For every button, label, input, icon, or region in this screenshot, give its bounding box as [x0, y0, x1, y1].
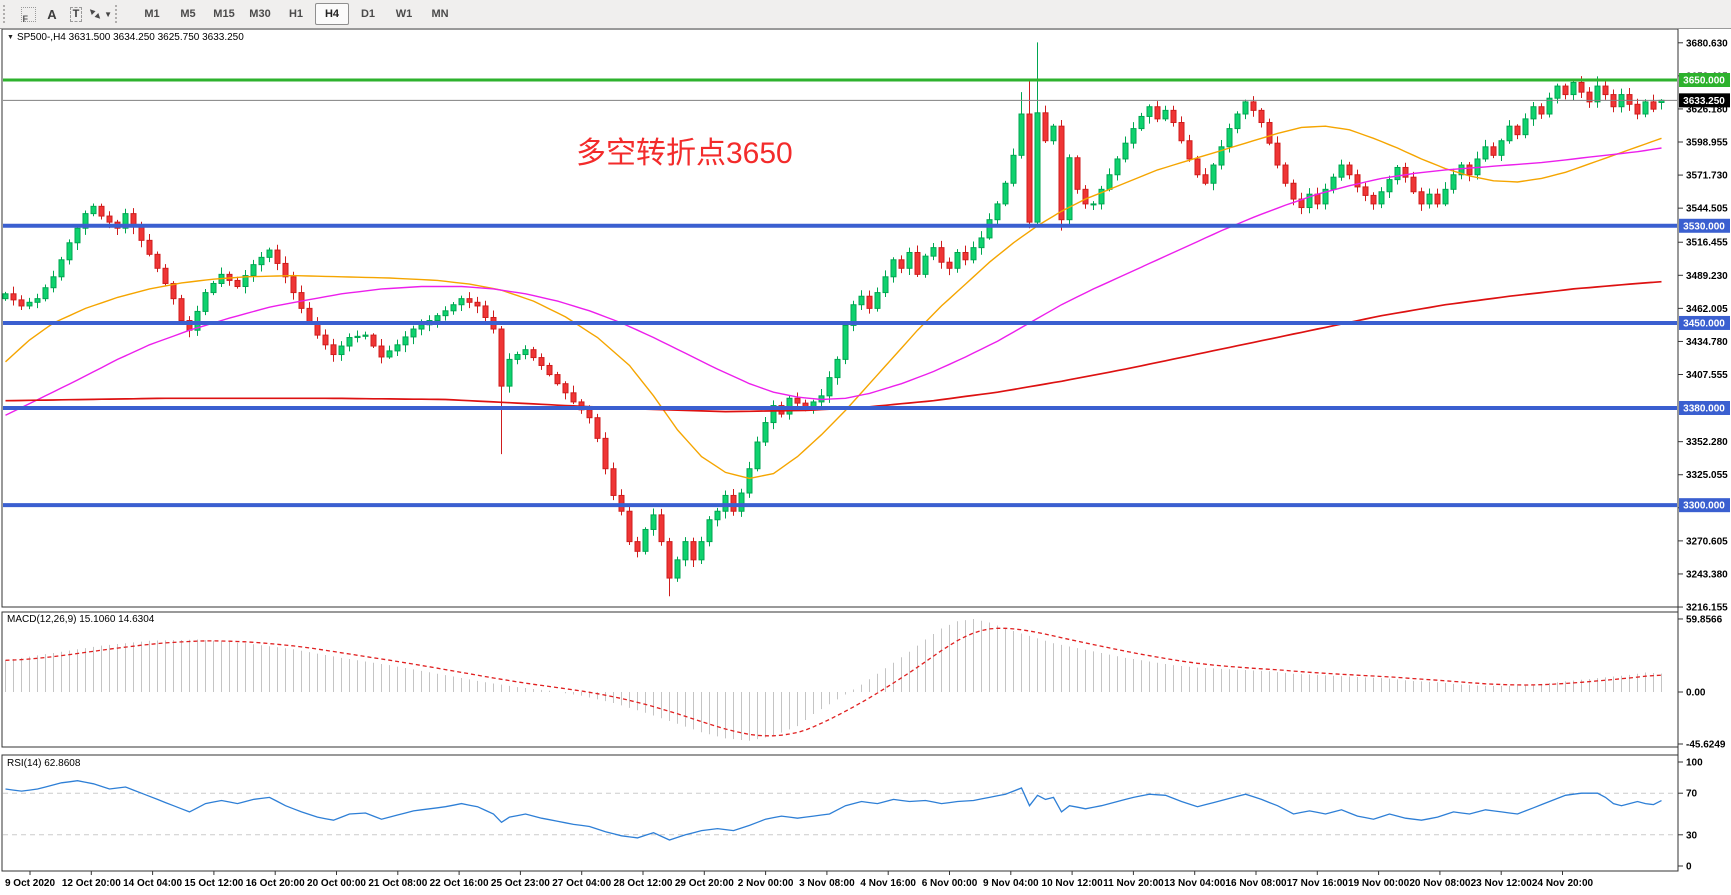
svg-text:4 Nov 16:00: 4 Nov 16:00 [860, 878, 916, 889]
svg-text:19 Nov 00:00: 19 Nov 00:00 [1348, 878, 1410, 889]
price-badge-3650.000 [1679, 73, 1730, 87]
svg-text:22 Oct 16:00: 22 Oct 16:00 [430, 878, 489, 889]
svg-text:16 Nov 08:00: 16 Nov 08:00 [1225, 878, 1287, 889]
tf-button-d1[interactable]: D1 [360, 8, 376, 20]
svg-text:3 Nov 08:00: 3 Nov 08:00 [799, 878, 855, 889]
svg-text:10 Nov 12:00: 10 Nov 12:00 [1042, 878, 1104, 889]
cursor-tool-icon[interactable]: ▼ [88, 3, 112, 25]
toolbar-grip-handle[interactable] [3, 5, 12, 23]
candles-layer [2, 42, 1665, 597]
text-label-tool-icon[interactable]: T [64, 3, 88, 25]
svg-text:9 Nov 04:00: 9 Nov 04:00 [983, 878, 1039, 889]
svg-text:20 Nov 08:00: 20 Nov 08:00 [1409, 878, 1471, 889]
tf-button-h1[interactable]: H1 [288, 8, 304, 20]
axis-layer: 3680.6303653.4053626.1803598.9553571.730… [1, 28, 1731, 889]
svg-text:28 Oct 12:00: 28 Oct 12:00 [614, 878, 673, 889]
tf-button-mn[interactable]: MN [431, 8, 449, 20]
dropdown-caret-icon[interactable]: ▼ [104, 9, 112, 19]
svg-text:3680.630: 3680.630 [1686, 38, 1728, 49]
chart-annotation-text: 多空转折点3650 [576, 137, 793, 170]
toolbar-separator [115, 5, 124, 23]
indicator-layer [3, 618, 1677, 841]
price-badge-3380.000 [1679, 400, 1730, 415]
ma-fast-orange [5, 125, 1662, 480]
svg-text:3516.455: 3516.455 [1686, 238, 1728, 249]
timeframe-group: M1 M5 M15 M30 H1 H4 D1 W1 MN [134, 3, 458, 25]
svg-text:30: 30 [1686, 830, 1698, 841]
svg-text:3598.955: 3598.955 [1686, 138, 1728, 149]
svg-text:6 Nov 00:00: 6 Nov 00:00 [922, 878, 978, 889]
svg-text:2 Nov 00:00: 2 Nov 00:00 [738, 878, 794, 889]
svg-text:17 Nov 16:00: 17 Nov 16:00 [1287, 878, 1349, 889]
svg-text:3270.605: 3270.605 [1686, 536, 1728, 547]
svg-text:3243.380: 3243.380 [1686, 569, 1728, 580]
svg-text:3544.505: 3544.505 [1686, 204, 1728, 215]
svg-text:16 Oct 20:00: 16 Oct 20:00 [246, 878, 305, 889]
svg-text:11 Nov 20:00: 11 Nov 20:00 [1103, 878, 1164, 889]
svg-text:3633.250: 3633.250 [1683, 96, 1725, 107]
price-badge-3450.000 [1679, 315, 1730, 330]
svg-text:70: 70 [1686, 789, 1698, 800]
svg-text:3626.180: 3626.180 [1686, 104, 1728, 115]
diagonal-arrows-icon [89, 9, 101, 19]
price-badge-3633.250 [1679, 93, 1730, 108]
svg-text:27 Oct 04:00: 27 Oct 04:00 [552, 878, 611, 889]
svg-text:100: 100 [1686, 758, 1703, 769]
svg-text:15 Oct 12:00: 15 Oct 12:00 [184, 878, 243, 889]
chart-template-f-icon[interactable]: F [16, 3, 40, 25]
price-badge-3530.000 [1679, 218, 1730, 233]
svg-text:21 Oct 08:00: 21 Oct 08:00 [368, 878, 427, 889]
tf-button-m15[interactable]: M15 [213, 8, 235, 20]
svg-text:20 Oct 00:00: 20 Oct 00:00 [307, 878, 366, 889]
macd-signal-line [5, 627, 1662, 737]
svg-text:3650.000: 3650.000 [1683, 76, 1725, 87]
text-a-tool-icon[interactable]: A [47, 6, 57, 22]
tf-button-m1[interactable]: M1 [144, 8, 160, 20]
svg-text:59.8566: 59.8566 [1686, 614, 1723, 625]
svg-text:0: 0 [1686, 862, 1692, 873]
toolbar: F A T ▼ M1 M5 M15 M30 H1 H4 D1 W1 MN [0, 0, 1731, 29]
svg-text:3407.555: 3407.555 [1686, 370, 1728, 381]
svg-text:3571.730: 3571.730 [1686, 171, 1728, 182]
tf-button-w1[interactable]: W1 [395, 8, 413, 20]
tf-button-m30[interactable]: M30 [249, 8, 271, 20]
symbol-ohlc-text: SP500-,H4 3631.500 3634.250 3625.750 363… [16, 32, 244, 43]
svg-text:14 Oct 04:00: 14 Oct 04:00 [123, 878, 182, 889]
svg-text:3380.000: 3380.000 [1683, 403, 1725, 414]
rsi-line [5, 780, 1662, 841]
svg-text:3489.230: 3489.230 [1686, 271, 1728, 282]
rsi-indicator-label: RSI(14) 62.8608 [7, 758, 81, 769]
tf-button-m5[interactable]: M5 [180, 8, 196, 20]
svg-text:3352.280: 3352.280 [1686, 437, 1728, 448]
svg-text:9 Oct 2020: 9 Oct 2020 [5, 878, 55, 889]
macd-indicator-label: MACD(12,26,9) 15.1060 14.6304 [7, 614, 155, 625]
symbol-ohlc-header[interactable]: ▼ SP500-,H4 3631.500 3634.250 3625.750 36… [7, 32, 244, 43]
svg-text:25 Oct 23:00: 25 Oct 23:00 [491, 878, 550, 889]
svg-text:13 Nov 04:00: 13 Nov 04:00 [1164, 878, 1226, 889]
tf-button-h4[interactable]: H4 [315, 3, 349, 25]
ma-mid-magenta [5, 147, 1662, 416]
svg-text:3300.000: 3300.000 [1683, 501, 1725, 512]
svg-text:3450.000: 3450.000 [1683, 318, 1725, 329]
svg-text:23 Nov 12:00: 23 Nov 12:00 [1471, 878, 1533, 889]
svg-text:3530.000: 3530.000 [1683, 221, 1725, 232]
svg-text:0.00: 0.00 [1686, 688, 1706, 699]
svg-text:3462.005: 3462.005 [1686, 304, 1728, 315]
svg-text:29 Oct 20:00: 29 Oct 20:00 [675, 878, 734, 889]
svg-text:24 Nov 20:00: 24 Nov 20:00 [1532, 878, 1594, 889]
horizontal-lines-layer [3, 78, 1677, 508]
svg-text:3216.155: 3216.155 [1686, 603, 1728, 614]
price-badge-3300.000 [1679, 498, 1730, 513]
svg-text:3325.055: 3325.055 [1686, 470, 1728, 481]
svg-text:3434.780: 3434.780 [1686, 337, 1728, 348]
svg-text:-45.6249: -45.6249 [1686, 740, 1726, 751]
symbol-dropdown-icon[interactable]: ▼ [7, 34, 14, 41]
svg-text:12 Oct 20:00: 12 Oct 20:00 [62, 878, 121, 889]
